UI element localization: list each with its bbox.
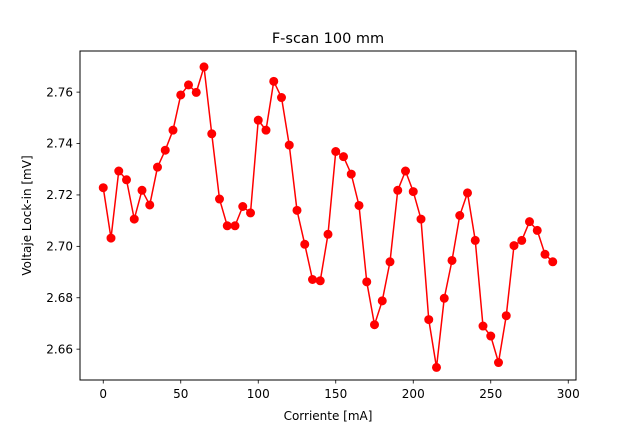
data-point xyxy=(416,214,426,224)
data-point xyxy=(424,315,434,325)
data-point xyxy=(253,115,263,125)
data-point xyxy=(463,188,472,198)
y-tick-label: 2.76 xyxy=(46,85,73,99)
y-tick-label: 2.68 xyxy=(46,291,73,305)
data-point xyxy=(176,90,186,100)
data-point xyxy=(455,211,465,220)
data-point xyxy=(292,205,302,215)
data-point xyxy=(308,275,317,285)
data-point xyxy=(277,93,286,103)
data-point xyxy=(501,311,511,321)
data-point xyxy=(532,225,542,235)
data-point xyxy=(509,241,519,251)
data-point xyxy=(114,166,124,176)
x-tick-label: 200 xyxy=(402,387,425,401)
y-axis-label: Voltaje Lock-in [mV] xyxy=(20,155,34,275)
data-point xyxy=(408,187,418,197)
data-point xyxy=(362,277,372,287)
data-point xyxy=(548,257,558,267)
x-tick-label: 0 xyxy=(99,387,107,401)
data-point xyxy=(540,249,550,259)
data-point xyxy=(393,185,403,195)
data-point xyxy=(199,62,209,72)
data-point xyxy=(401,166,410,176)
x-tick-label: 300 xyxy=(557,387,580,401)
data-point xyxy=(377,296,387,306)
data-point xyxy=(447,255,457,265)
y-tick-label: 2.74 xyxy=(46,137,73,151)
data-point xyxy=(246,208,255,218)
data-point xyxy=(331,146,341,156)
data-point xyxy=(106,233,116,243)
y-tick-label: 2.72 xyxy=(46,188,73,202)
data-point xyxy=(385,257,395,267)
data-point xyxy=(525,217,534,227)
data-point xyxy=(191,87,201,97)
x-tick-label: 150 xyxy=(324,387,347,401)
data-point xyxy=(339,152,348,162)
data-point xyxy=(137,185,147,195)
x-tick-label: 250 xyxy=(479,387,502,401)
data-point xyxy=(439,293,449,303)
data-point xyxy=(486,331,496,341)
plot-layer: 0 50 100 150 200 250 300 2.66 2.68 2.70 2.72 2.74 2.… xyxy=(46,62,580,401)
y-tick-label: 2.66 xyxy=(46,342,73,356)
data-point xyxy=(517,235,527,245)
data-point xyxy=(230,221,240,231)
data-point xyxy=(315,276,325,286)
data-point xyxy=(153,162,162,172)
data-point xyxy=(145,200,155,210)
data-point xyxy=(129,214,139,224)
data-point xyxy=(238,202,248,212)
x-axis-label: Corriente [mA] xyxy=(284,409,373,423)
data-point xyxy=(184,80,193,90)
data-point xyxy=(168,125,178,135)
data-point xyxy=(122,175,131,185)
data-point xyxy=(215,194,224,204)
data-point xyxy=(160,145,170,155)
y-tick-label: 2.70 xyxy=(46,240,73,254)
data-point xyxy=(222,221,232,231)
data-point xyxy=(346,169,356,179)
data-point xyxy=(478,321,488,331)
x-tick-label: 50 xyxy=(173,387,188,401)
data-point xyxy=(494,358,503,368)
data-point xyxy=(269,76,279,86)
data-point xyxy=(323,229,333,239)
data-point xyxy=(354,200,364,210)
data-point xyxy=(470,235,480,245)
x-tick-label: 100 xyxy=(247,387,270,401)
chart-title: F-scan 100 mm xyxy=(272,31,384,47)
plot-frame xyxy=(79,50,577,381)
data-point xyxy=(370,320,379,330)
data-point xyxy=(300,239,310,249)
data-point xyxy=(284,140,294,150)
data-point xyxy=(432,362,441,372)
data-point xyxy=(98,183,108,193)
data-point xyxy=(261,125,271,135)
data-point xyxy=(207,129,217,139)
